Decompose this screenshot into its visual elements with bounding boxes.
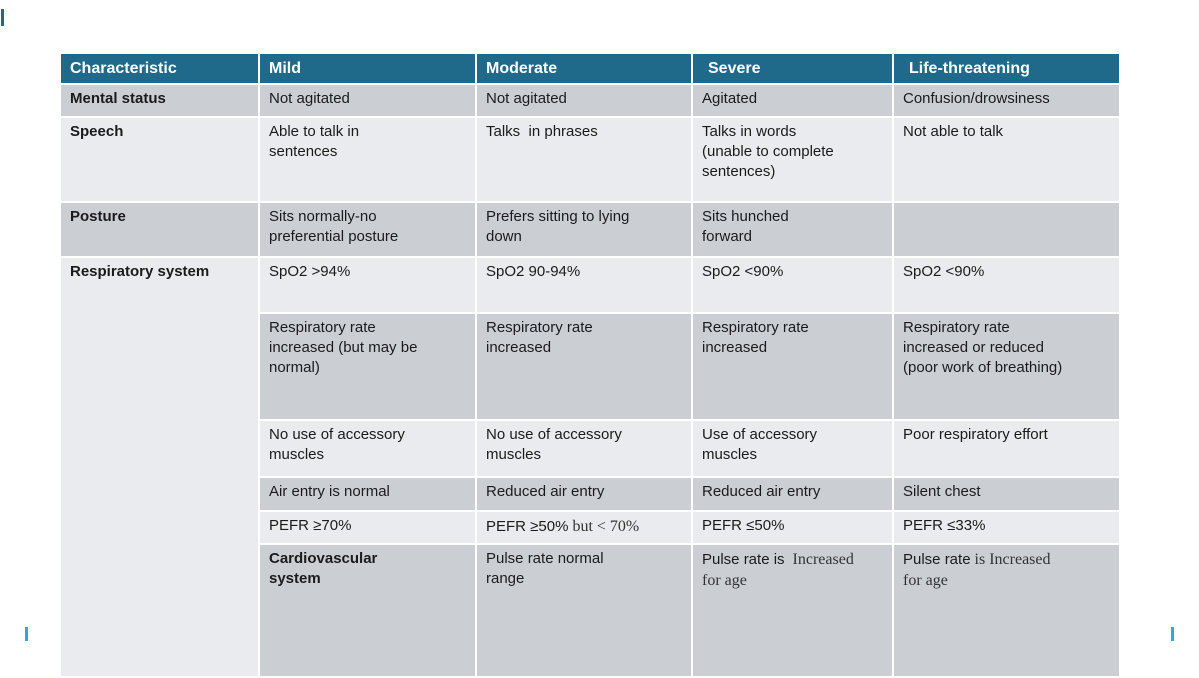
row-air-entry: Air entry is normal Reduced air entry Re… <box>60 476 1121 513</box>
cell-posture-label: Posture <box>59 201 260 259</box>
header-row: Characteristic Mild Moderate Severe Life… <box>59 51 1121 86</box>
cell-posture-severe: Sits hunched forward <box>691 201 894 259</box>
row-pefr: PEFR ≥70% PEFR ≥50% but < 70% PEFR ≤50% … <box>60 510 1121 546</box>
row-speech: Speech Able to talk in sentences Talks i… <box>59 116 1121 204</box>
col-header-life-threatening: Life-threatening <box>892 51 1121 86</box>
cell-mental-mild: Not agitated <box>258 83 477 119</box>
cardio-severe-serif-text: is Increased for age <box>903 551 1051 590</box>
cell-resp-rate-moderate: Respiratory rate increased <box>475 312 693 422</box>
cell-spo2-moderate: SpO2 90-94% <box>475 256 693 315</box>
cell-accessory-moderate: No use of accessory muscles <box>475 419 693 479</box>
cell-air-entry-severe: Reduced air entry <box>691 476 894 513</box>
cell-mental-life: Confusion/drowsiness <box>892 83 1121 119</box>
cell-speech-severe: Talks in words (unable to complete sente… <box>691 116 894 204</box>
cell-pefr-severe: PEFR ≤50% <box>691 510 894 546</box>
decor-tick-top-left <box>1 9 4 26</box>
cell-speech-life: Not able to talk <box>892 116 1121 204</box>
cell-cardio-label: Cardiovascular system <box>258 543 477 678</box>
cell-cardio-severe: Pulse rate is Increased for age <box>892 543 1121 678</box>
cell-mental-label: Mental status <box>59 83 260 119</box>
row-accessory-muscles: No use of accessory muscles No use of ac… <box>60 419 1121 479</box>
cell-resp-rate-mild: Respiratory rate increased (but may be n… <box>258 312 477 422</box>
cell-posture-mild: Sits normally-no preferential posture <box>258 201 477 259</box>
cell-air-entry-mild: Air entry is normal <box>258 476 477 513</box>
cell-cardio-mild: Pulse rate normal range <box>475 543 693 678</box>
cell-resp-rate-severe: Respiratory rate increased <box>691 312 894 422</box>
cell-mental-moderate: Not agitated <box>475 83 693 119</box>
asthma-severity-table: Characteristic Mild Moderate Severe Life… <box>59 51 1121 678</box>
col-header-characteristic: Characteristic <box>59 51 260 86</box>
row-respiratory-spo2: Respiratory system SpO2 >94% SpO2 90-94%… <box>59 256 1121 678</box>
cell-mental-severe: Agitated <box>691 83 894 119</box>
cell-pefr-life: PEFR ≤33% <box>892 510 1121 546</box>
cell-spo2-mild: SpO2 >94% <box>258 256 477 315</box>
cardio-severe-sans-text: Pulse rate <box>903 551 971 569</box>
cardio-moderate-sans-text: Pulse rate is <box>702 551 785 569</box>
decor-tick-bottom-right <box>1171 627 1174 641</box>
cell-posture-moderate: Prefers sitting to lying down <box>475 201 693 259</box>
col-header-severe: Severe <box>691 51 894 86</box>
decor-tick-bottom-left <box>25 627 28 641</box>
cell-respiratory-label: Respiratory system <box>59 256 260 678</box>
cell-posture-life <box>892 201 1121 259</box>
cell-resp-rate-life: Respiratory rate increased or reduced (p… <box>892 312 1121 422</box>
cell-spo2-severe: SpO2 <90% <box>691 256 894 315</box>
cardio-moderate-serif-text: Increased for age <box>702 551 854 590</box>
col-header-moderate: Moderate <box>475 51 693 86</box>
cell-cardio-moderate: Pulse rate is Increased for age <box>691 543 894 678</box>
cell-air-entry-moderate: Reduced air entry <box>475 476 693 513</box>
cell-speech-label: Speech <box>59 116 260 204</box>
row-posture: Posture Sits normally-no preferential po… <box>59 201 1121 259</box>
cell-spo2-life: SpO2 <90% <box>892 256 1121 315</box>
cell-accessory-mild: No use of accessory muscles <box>258 419 477 479</box>
slide-canvas: Characteristic Mild Moderate Severe Life… <box>1 9 1174 678</box>
cell-speech-moderate: Talks in phrases <box>475 116 693 204</box>
cell-accessory-severe: Use of accessory muscles <box>691 419 894 479</box>
pefr-moderate-sans-text: PEFR ≥50% <box>486 518 569 536</box>
row-mental-status: Mental status Not agitated Not agitated … <box>59 83 1121 119</box>
cell-accessory-life: Poor respiratory effort <box>892 419 1121 479</box>
col-header-mild: Mild <box>258 51 477 86</box>
pefr-moderate-serif-text: but < 70% <box>568 518 640 536</box>
cell-pefr-moderate: PEFR ≥50% but < 70% <box>475 510 693 546</box>
cell-pefr-mild: PEFR ≥70% <box>258 510 477 546</box>
cell-speech-mild: Able to talk in sentences <box>258 116 477 204</box>
cell-air-entry-life: Silent chest <box>892 476 1121 513</box>
row-respiratory-rate: Respiratory rate increased (but may be n… <box>60 312 1121 422</box>
